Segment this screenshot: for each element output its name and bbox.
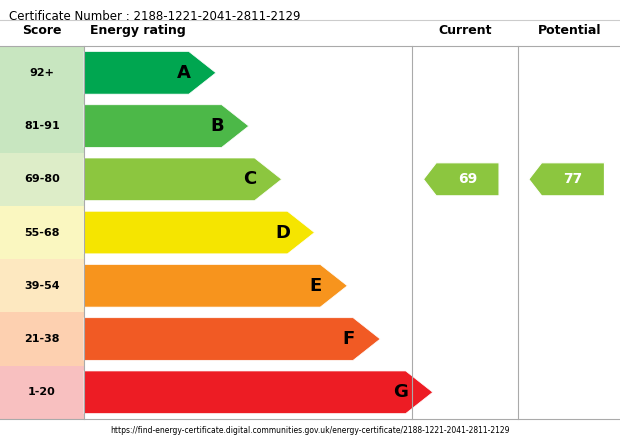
- Bar: [0, 46, 84, 99]
- Bar: [0, 366, 84, 419]
- Text: Energy rating: Energy rating: [90, 24, 185, 37]
- Text: 92+: 92+: [29, 68, 55, 78]
- Bar: [0, 99, 84, 153]
- Text: E: E: [309, 277, 321, 295]
- Text: 69: 69: [458, 172, 477, 186]
- Text: Current: Current: [438, 24, 492, 37]
- Polygon shape: [84, 158, 281, 201]
- Polygon shape: [84, 318, 380, 360]
- Text: https://find-energy-certificate.digital.communities.gov.uk/energy-certificate/21: https://find-energy-certificate.digital.…: [110, 426, 510, 435]
- Bar: [0, 259, 84, 312]
- Text: 39-54: 39-54: [24, 281, 60, 291]
- Text: 81-91: 81-91: [24, 121, 60, 131]
- Polygon shape: [84, 264, 347, 307]
- Polygon shape: [84, 211, 314, 254]
- Bar: [0, 206, 84, 259]
- Polygon shape: [529, 163, 604, 196]
- Text: C: C: [243, 170, 256, 188]
- Text: 1-20: 1-20: [28, 387, 56, 397]
- Text: 55-68: 55-68: [24, 227, 60, 238]
- Text: 21-38: 21-38: [24, 334, 60, 344]
- Text: B: B: [210, 117, 224, 135]
- Text: D: D: [275, 224, 290, 242]
- Bar: [0, 312, 84, 366]
- Text: Certificate Number : 2188-1221-2041-2811-2129: Certificate Number : 2188-1221-2041-2811…: [9, 10, 301, 23]
- Text: F: F: [342, 330, 354, 348]
- Polygon shape: [84, 371, 433, 414]
- Text: G: G: [393, 383, 408, 401]
- Polygon shape: [84, 51, 216, 94]
- Polygon shape: [84, 105, 249, 147]
- Text: Potential: Potential: [538, 24, 601, 37]
- Polygon shape: [423, 163, 499, 196]
- Text: 77: 77: [564, 172, 583, 186]
- Text: Score: Score: [22, 24, 62, 37]
- Text: A: A: [177, 64, 191, 82]
- Text: 69-80: 69-80: [24, 174, 60, 184]
- Bar: [0, 153, 84, 206]
